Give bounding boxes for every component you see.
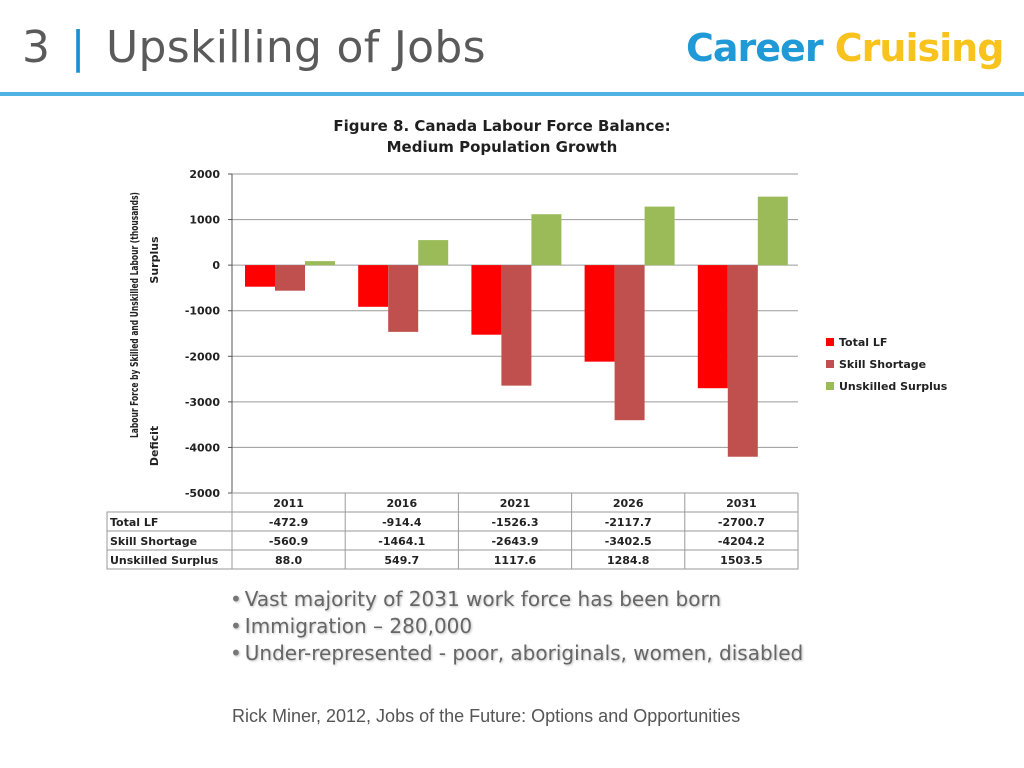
y-tick-label: -5000: [185, 487, 221, 500]
brand-logo-word2: Cruising: [834, 26, 1005, 70]
bar: [418, 240, 449, 266]
y-tick-label: -3000: [185, 396, 221, 409]
data-label: -2643.9: [491, 535, 538, 548]
labour-force-chart: Figure 8. Canada Labour Force Balance: Me…: [106, 117, 948, 570]
bullet-dot-icon: •: [230, 614, 242, 638]
bullet-item: • Under-represented - poor, aboriginals, …: [230, 641, 804, 665]
slide-header: 3 | Upskilling of Jobs Career Cruising: [0, 0, 1024, 96]
data-label: -2700.7: [718, 516, 765, 529]
bar: [501, 265, 532, 386]
data-label: -4204.2: [718, 535, 765, 548]
bullet-item: • Immigration – 280,000: [230, 614, 473, 638]
data-label: -560.9: [269, 535, 308, 548]
data-label: 549.7: [384, 554, 419, 567]
bullet-item: • Vast majority of 2031 work force has be…: [230, 587, 722, 611]
data-label: -1526.3: [491, 516, 538, 529]
x-tick-label: 2016: [386, 497, 417, 510]
legend-swatch: [826, 360, 834, 368]
brand-logo-word1: Career: [686, 26, 824, 70]
chart-title-line-2: Medium Population Growth: [387, 138, 618, 156]
bullet-list: • Vast majority of 2031 work force has be…: [230, 586, 803, 667]
brand-logo: Career Cruising: [686, 26, 1005, 70]
data-label: 88.0: [275, 554, 302, 567]
data-label: 1284.8: [607, 554, 649, 567]
x-tick-label: 2021: [500, 497, 531, 510]
bar: [757, 196, 788, 266]
data-label: -914.4: [382, 516, 422, 529]
source-citation: Rick Miner, 2012, Jobs of the Future: Op…: [232, 706, 741, 726]
legend-label: Total LF: [839, 336, 887, 349]
legend-swatch: [826, 382, 834, 390]
table-row-label: Skill Shortage: [110, 535, 197, 548]
bar: [388, 265, 419, 332]
title-separator: |: [70, 22, 86, 73]
data-label: -1464.1: [378, 535, 425, 548]
bar: [727, 265, 758, 457]
y-tick-label: 1000: [189, 214, 220, 227]
bar: [245, 265, 275, 287]
y-tick-label: -4000: [185, 441, 221, 454]
bar: [358, 265, 389, 307]
x-tick-label: 2031: [726, 497, 757, 510]
bar: [531, 214, 562, 266]
data-label: -472.9: [269, 516, 308, 529]
data-label: -2117.7: [605, 516, 652, 529]
bar: [614, 265, 645, 421]
bullet-dot-icon: •: [230, 587, 242, 611]
legend-swatch: [826, 338, 834, 346]
slide-number: 3: [22, 22, 51, 73]
y-tick-label: 2000: [189, 168, 220, 181]
bar: [275, 265, 305, 291]
table-row-label: Total LF: [110, 516, 158, 529]
y-axis-label: Labour Force by Skilled and Unskilled La…: [128, 192, 141, 438]
y-tick-label: -1000: [185, 305, 221, 318]
data-label: 1117.6: [494, 554, 537, 567]
data-label: 1503.5: [720, 554, 762, 567]
bar: [471, 265, 502, 335]
table-row-label: Unskilled Surplus: [110, 554, 219, 567]
slide-title: 3 | Upskilling of Jobs: [22, 22, 486, 73]
header-rule: [0, 92, 1024, 96]
chart-title-line-1: Figure 8. Canada Labour Force Balance:: [333, 117, 670, 135]
y-axis-label-surplus: Surplus: [148, 236, 161, 284]
slide-title-text: Upskilling of Jobs: [106, 22, 486, 73]
data-label: -3402.5: [605, 535, 652, 548]
x-tick-label: 2011: [273, 497, 304, 510]
bar: [644, 206, 675, 266]
bullet-dot-icon: •: [230, 641, 242, 665]
bar: [584, 265, 615, 362]
y-tick-label: 0: [212, 259, 220, 272]
bar: [697, 265, 728, 389]
y-tick-label: -2000: [185, 350, 221, 363]
legend-label: Unskilled Surplus: [839, 380, 948, 393]
legend-label: Skill Shortage: [839, 358, 926, 371]
x-tick-label: 2026: [613, 497, 644, 510]
bar: [305, 261, 335, 266]
y-axis-label-deficit: Deficit: [148, 426, 161, 466]
